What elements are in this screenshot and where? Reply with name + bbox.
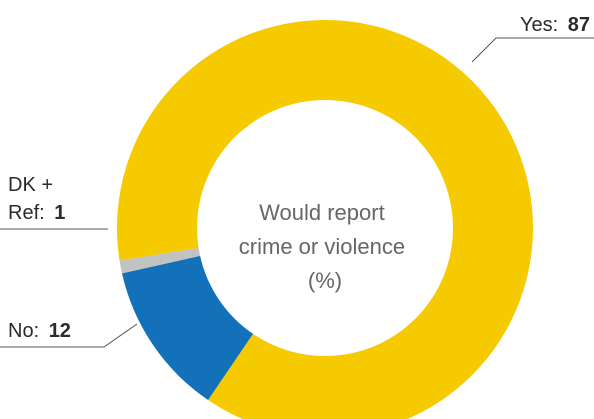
dk-callout-line-2: Ref: 1: [8, 202, 65, 224]
center-label-line-2: crime or violence: [239, 234, 405, 259]
yes-callout-label: Yes:: [520, 14, 558, 36]
center-label: Would report crime or violence (%): [239, 200, 411, 293]
center-label-line-1: Would report: [259, 200, 385, 225]
no-callout-text: No: 12: [8, 320, 71, 342]
yes-callout-text: Yes: 87: [520, 14, 590, 36]
slice-no: [122, 255, 254, 401]
no-callout: No: 12: [0, 320, 138, 348]
no-callout-value: 12: [49, 320, 71, 342]
yes-leader-line: [471, 37, 594, 63]
no-callout-label: No:: [8, 320, 39, 342]
donut-slices: [117, 20, 533, 419]
dk-callout-value: 1: [54, 202, 65, 224]
yes-callout-value: 87: [568, 14, 590, 36]
yes-callout: Yes: 87: [471, 14, 594, 63]
center-label-line-3: (%): [308, 268, 342, 293]
slice-yes: [117, 20, 533, 419]
dk-callout-label: Ref:: [8, 202, 45, 224]
no-leader-line: [0, 323, 138, 348]
dk-callout: DK + Ref: 1: [0, 174, 108, 230]
dk-callout-line-1: DK +: [8, 174, 53, 196]
slice-dk-ref: [119, 248, 201, 274]
